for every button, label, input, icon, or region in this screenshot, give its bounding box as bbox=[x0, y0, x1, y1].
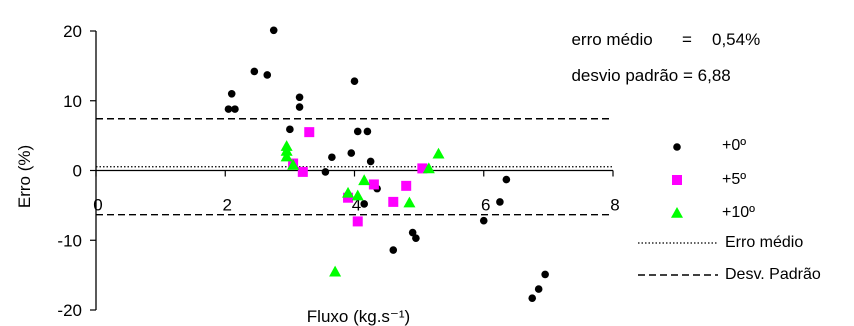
point-series-0 bbox=[321, 168, 330, 176]
legend-label-std-line: Desv. Padrão bbox=[725, 266, 821, 283]
point-series-0 bbox=[389, 246, 398, 254]
point-series-2 bbox=[358, 174, 371, 186]
point-series-2 bbox=[287, 158, 300, 170]
reference-lines bbox=[96, 118, 613, 216]
point-series-0 bbox=[250, 67, 259, 76]
point-series-1 bbox=[417, 163, 428, 174]
y-tick-label: 20 bbox=[63, 22, 82, 41]
legend-marker-0 bbox=[673, 143, 681, 151]
legend-marker-2 bbox=[671, 207, 683, 218]
point-series-0 bbox=[496, 198, 504, 206]
point-series-0 bbox=[412, 234, 420, 242]
point-series-2 bbox=[280, 150, 293, 162]
x-tick-label: 8 bbox=[610, 196, 619, 215]
point-series-0 bbox=[231, 105, 239, 113]
legend-label-10: +10º bbox=[722, 204, 755, 221]
point-series-0 bbox=[479, 216, 488, 225]
legend-marker-1 bbox=[672, 175, 682, 185]
x-tick-label: 6 bbox=[481, 196, 490, 215]
point-series-1 bbox=[368, 179, 379, 190]
stats-mean-value: 0,54% bbox=[712, 30, 761, 49]
point-series-2 bbox=[342, 186, 355, 198]
point-series-0 bbox=[360, 200, 368, 208]
legend-label-0: +0º bbox=[722, 137, 747, 154]
point-series-0 bbox=[363, 127, 372, 136]
stats-std-eq: = bbox=[683, 66, 693, 85]
stats-std-row: desvio padrão = 6,88 bbox=[562, 46, 731, 86]
legend-label-5: +5º bbox=[722, 171, 747, 188]
point-series-2 bbox=[432, 147, 445, 159]
stats-mean-row: erro médio = 0,54% bbox=[562, 10, 760, 50]
point-series-1 bbox=[297, 166, 308, 177]
point-series-0 bbox=[408, 228, 417, 237]
point-series-0 bbox=[528, 294, 537, 302]
point-series-2 bbox=[329, 265, 342, 277]
y-tick-label: -10 bbox=[57, 231, 82, 250]
point-series-0 bbox=[227, 89, 236, 98]
y-axis-title: Erro (%) bbox=[15, 145, 34, 208]
data-points bbox=[224, 26, 549, 302]
point-series-0 bbox=[286, 125, 294, 134]
point-series-2 bbox=[351, 189, 364, 201]
point-series-2 bbox=[403, 196, 416, 208]
point-series-0 bbox=[347, 149, 356, 157]
y-tick-label: 0 bbox=[73, 162, 82, 181]
point-series-0 bbox=[350, 77, 359, 86]
stats-mean-eq: = bbox=[682, 30, 692, 49]
point-series-0 bbox=[353, 127, 362, 136]
point-series-0 bbox=[224, 105, 233, 113]
stats-mean-label: erro médio bbox=[571, 30, 653, 49]
y-tick-label: -20 bbox=[57, 301, 82, 320]
x-tick-label: 2 bbox=[223, 196, 232, 215]
point-series-1 bbox=[304, 127, 315, 138]
point-series-1 bbox=[401, 180, 412, 191]
point-series-0 bbox=[541, 270, 549, 279]
y-tick-label: 10 bbox=[63, 92, 82, 111]
point-series-2 bbox=[422, 162, 435, 174]
legend-markers bbox=[638, 143, 718, 276]
x-tick-label: 4 bbox=[352, 196, 361, 215]
point-series-1 bbox=[352, 216, 363, 227]
stats-std-value: 6,88 bbox=[697, 66, 731, 85]
point-series-0 bbox=[502, 175, 511, 184]
point-series-2 bbox=[280, 144, 293, 156]
point-series-0 bbox=[366, 157, 375, 166]
point-series-0 bbox=[295, 103, 304, 111]
point-series-0 bbox=[295, 93, 304, 102]
x-axis-title: Fluxo (kg.s⁻¹) bbox=[307, 307, 410, 326]
point-series-0 bbox=[328, 153, 336, 162]
point-series-0 bbox=[263, 71, 272, 79]
axes: 20 10 0 -10 -20 0 2 4 6 8 Erro (%) Fluxo (kg.s⁻¹) bbox=[15, 22, 620, 326]
point-series-0 bbox=[269, 26, 278, 35]
point-series-0 bbox=[534, 285, 543, 293]
point-series-1 bbox=[388, 196, 399, 207]
stats-std-label: desvio padrão bbox=[571, 66, 679, 85]
x-tick-label: 0 bbox=[93, 196, 102, 215]
point-series-1 bbox=[343, 192, 354, 203]
legend-label-mean-line: Erro médio bbox=[725, 234, 804, 251]
